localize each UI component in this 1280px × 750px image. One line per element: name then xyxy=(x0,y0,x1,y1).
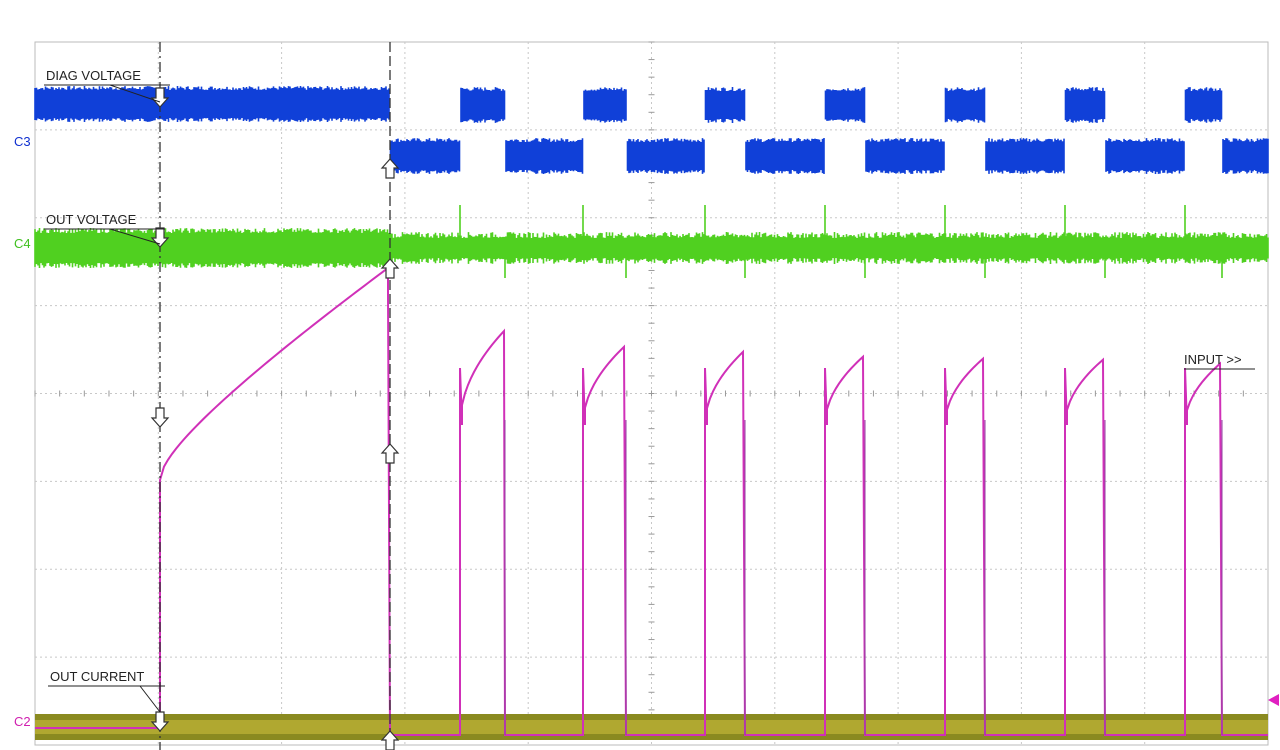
label-leader xyxy=(139,685,161,713)
cursor-arrow xyxy=(150,407,170,428)
cursor-arrows xyxy=(150,87,400,750)
trace-label: OUT CURRENT xyxy=(50,669,144,684)
grid xyxy=(34,41,1268,745)
traces xyxy=(34,86,1269,740)
cursor-arrow xyxy=(380,443,400,464)
trace-label: INPUT >> xyxy=(1184,352,1242,367)
out-voltage-trace xyxy=(34,205,1269,278)
label-leader xyxy=(109,84,161,103)
trace-label: DIAG VOLTAGE xyxy=(46,68,141,83)
cursor-arrow xyxy=(150,711,170,732)
diag-voltage-trace xyxy=(34,86,1269,174)
trigger-marker xyxy=(1268,694,1279,706)
channel-marker: C2 xyxy=(14,714,31,729)
cursor-arrow xyxy=(380,158,400,179)
cursor-arrow xyxy=(380,258,400,279)
cursor-arrow xyxy=(150,227,170,248)
cursor-arrow xyxy=(380,730,400,750)
label-leader xyxy=(109,228,161,245)
cursor-arrow xyxy=(150,87,170,108)
ch1-band-core xyxy=(35,720,1268,734)
out-current-trace xyxy=(35,266,1268,736)
channel-marker: C3 xyxy=(14,134,31,149)
trace-label: OUT VOLTAGE xyxy=(46,212,137,227)
channel-marker: C4 xyxy=(14,236,31,251)
